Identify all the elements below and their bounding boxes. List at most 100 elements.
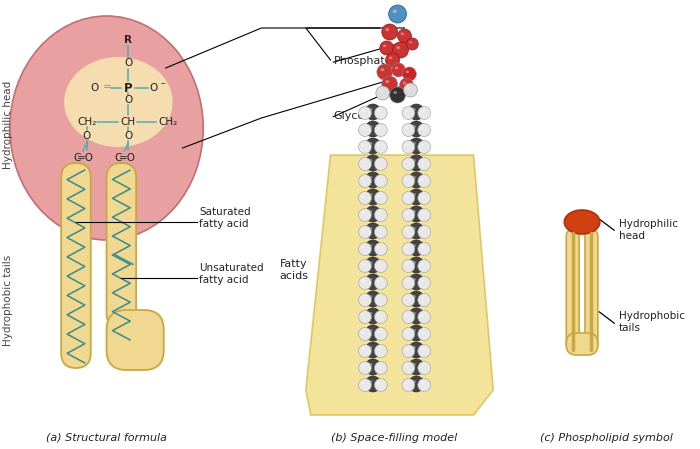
Ellipse shape [365,325,381,341]
Ellipse shape [369,329,372,332]
Ellipse shape [405,246,408,248]
Ellipse shape [421,331,424,333]
Ellipse shape [412,108,416,111]
Ellipse shape [374,242,387,255]
Ellipse shape [418,327,430,340]
Ellipse shape [380,41,393,55]
Ellipse shape [421,314,424,317]
Text: =O: =O [77,153,94,163]
Ellipse shape [412,278,416,281]
Ellipse shape [421,382,424,384]
Ellipse shape [374,361,387,374]
Ellipse shape [402,106,415,119]
Ellipse shape [361,195,365,198]
Text: O: O [83,131,91,141]
Ellipse shape [369,244,372,247]
Ellipse shape [408,172,424,188]
Ellipse shape [377,178,381,180]
Ellipse shape [369,312,372,315]
Ellipse shape [365,223,381,239]
Ellipse shape [412,380,416,383]
Ellipse shape [369,380,372,383]
Ellipse shape [405,195,408,198]
Ellipse shape [377,348,381,350]
Text: =: = [103,82,112,92]
Ellipse shape [421,178,424,180]
Ellipse shape [369,363,372,366]
Text: O: O [124,58,132,68]
Ellipse shape [377,110,381,112]
Ellipse shape [383,44,386,47]
Ellipse shape [409,41,412,44]
Ellipse shape [402,242,415,255]
Text: Hydrophilic
head: Hydrophilic head [619,219,678,241]
Ellipse shape [418,277,430,290]
Ellipse shape [412,210,416,213]
Text: Phosphate: Phosphate [333,56,392,66]
Ellipse shape [412,193,416,196]
Ellipse shape [374,327,387,340]
Ellipse shape [393,91,397,94]
Ellipse shape [365,274,381,290]
Ellipse shape [396,46,400,49]
Ellipse shape [402,141,415,154]
Ellipse shape [377,297,381,299]
Text: Glycerol: Glycerol [333,111,379,121]
Ellipse shape [386,53,400,67]
Ellipse shape [408,342,424,358]
Ellipse shape [374,344,387,357]
Text: O: O [124,131,132,141]
Text: O: O [90,83,99,93]
Ellipse shape [365,376,381,392]
FancyBboxPatch shape [61,163,91,368]
Ellipse shape [365,189,381,205]
FancyBboxPatch shape [566,230,579,350]
Ellipse shape [358,192,372,204]
Ellipse shape [405,331,408,333]
Ellipse shape [402,294,415,307]
Ellipse shape [408,104,424,120]
Ellipse shape [361,314,365,317]
FancyBboxPatch shape [106,310,164,370]
Ellipse shape [402,158,415,171]
Ellipse shape [358,379,372,392]
Ellipse shape [412,295,416,298]
Ellipse shape [408,223,424,239]
Ellipse shape [374,208,387,221]
Ellipse shape [407,38,419,50]
Ellipse shape [412,261,416,264]
Ellipse shape [418,141,430,154]
Ellipse shape [393,42,408,58]
Ellipse shape [400,78,414,92]
Ellipse shape [421,127,424,129]
Ellipse shape [402,327,415,340]
Ellipse shape [361,178,365,180]
Text: Saturated
fatty acid: Saturated fatty acid [199,207,251,229]
Ellipse shape [374,260,387,273]
Ellipse shape [377,314,381,317]
FancyBboxPatch shape [106,163,136,328]
Text: C: C [74,153,80,163]
Ellipse shape [361,331,365,333]
Ellipse shape [379,89,382,92]
Ellipse shape [393,9,397,13]
Ellipse shape [358,260,372,273]
Ellipse shape [376,86,390,100]
Ellipse shape [361,348,365,350]
Text: O: O [150,83,158,93]
Ellipse shape [421,348,424,350]
Ellipse shape [374,225,387,238]
Ellipse shape [395,66,398,69]
Ellipse shape [377,161,381,163]
Ellipse shape [408,121,424,137]
Ellipse shape [369,261,372,264]
Text: O: O [124,95,132,105]
Polygon shape [306,155,493,415]
Ellipse shape [365,342,381,358]
Ellipse shape [377,64,393,80]
Ellipse shape [358,158,372,171]
Ellipse shape [402,67,416,81]
Ellipse shape [418,311,430,323]
Ellipse shape [402,225,415,238]
Text: CH₂: CH₂ [77,117,97,127]
